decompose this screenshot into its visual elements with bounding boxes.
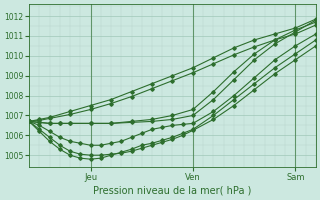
X-axis label: Pression niveau de la mer( hPa ): Pression niveau de la mer( hPa ) [93,186,252,196]
